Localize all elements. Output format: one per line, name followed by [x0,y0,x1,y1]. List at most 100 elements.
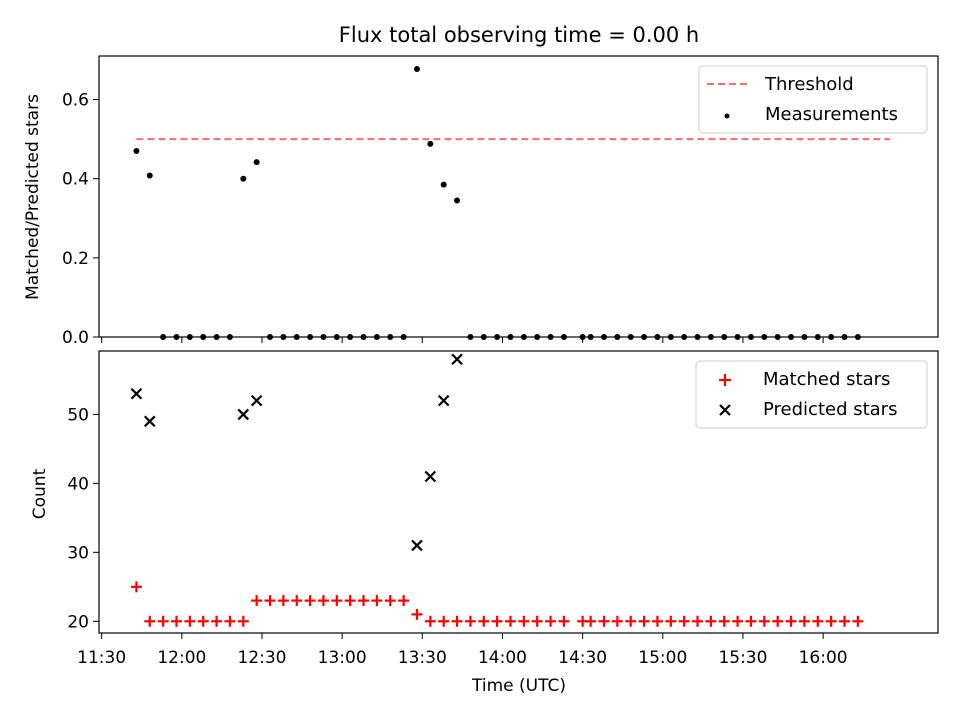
bottom-y-tick-label: 20 [67,612,89,632]
matched-point [745,615,757,627]
measurement-point [173,334,180,340]
matched-legend-label: Matched stars [763,369,890,390]
matched-point [692,615,704,627]
bottom-panel-frame [98,350,939,634]
top-panel-frame [98,55,939,338]
bottom-legend: Matched stars Predicted stars [695,360,928,429]
matched-point [611,615,623,627]
x-tick-label: 15:00 [638,648,687,668]
measurement-point [213,334,220,340]
measurement-point [587,334,594,340]
matched-point [504,615,516,627]
matched-point [798,615,810,627]
predicted-point-b [250,394,263,407]
predicted-point [451,353,463,366]
matched-point [144,615,156,627]
measurement-point [293,334,300,340]
measurement-point [413,66,420,73]
measurement-point [774,334,781,340]
matched-point [384,595,396,607]
chart-title: Flux total observing time = 0.00 h [339,23,699,47]
measurement-point [253,159,260,166]
matched-point [184,615,196,627]
top-y-axis-label: Matched/Predicted stars [23,94,43,300]
matched-point [665,615,677,627]
matched-point [317,595,329,607]
measurement-point [814,334,821,340]
measurements-legend-label: Measurements [765,104,898,125]
matched-point [411,608,423,620]
measurements-legend-swatch [724,113,730,119]
measurement-point [854,334,861,340]
measurement-point [480,334,487,340]
matched-point [264,595,276,607]
x-tick-label: 16:00 [799,648,848,668]
top-y-tick-label: 0.4 [62,170,89,190]
matched-point [197,615,209,627]
matched-point [732,615,744,627]
measurement-points [133,66,861,340]
x-axis-label: Time (UTC) [471,676,566,696]
measurement-point [387,334,394,340]
measurement-point [307,334,314,340]
measurement-point [761,334,768,340]
matched-point [718,615,730,627]
predicted-points [130,353,463,552]
matched-point [130,581,142,593]
predicted-point [143,415,156,428]
matched-point [438,615,450,627]
measurement-point [841,334,848,340]
measurement-point [267,334,274,340]
predicted-point [437,394,450,407]
predicted-point [424,470,437,483]
predicted-legend-swatch [719,404,731,416]
bottom-y-axis-label: Count [30,468,50,519]
x-tick-label: 15:30 [718,648,767,668]
x-tick-label: 14:00 [478,648,527,668]
measurement-point [454,197,461,204]
predicted-point-b [424,470,437,483]
matched-point [825,615,837,627]
measurement-point [347,334,354,340]
matched-point [478,615,490,627]
matched-point [638,615,650,627]
bottom-y-tick-label: 30 [67,543,89,563]
measurement-point [146,172,153,179]
measurement-point [200,334,207,340]
matched-point [625,615,637,627]
predicted-legend-label: Predicted stars [763,399,897,420]
matched-point [518,615,530,627]
predicted-point [250,394,263,407]
measurement-point [641,334,648,340]
matched-point [651,615,663,627]
predicted-point-b [143,415,156,428]
predicted-point [130,387,143,400]
measurement-point [801,334,808,340]
matched-point [277,595,289,607]
matched-point [812,615,824,627]
measurement-point [186,334,193,340]
matched-points [130,581,864,627]
x-tick-label: 12:00 [157,648,206,668]
measurement-point [360,334,367,340]
measurement-point [160,334,167,340]
measurement-point [467,334,474,340]
matched-point [371,595,383,607]
measurement-point [333,334,340,340]
measurement-point [828,334,835,340]
matched-point [758,615,770,627]
bottom-y-tick-label: 50 [67,405,89,425]
measurement-point [579,334,586,340]
predicted-point-b [437,394,450,407]
measurement-point [721,334,728,340]
matched-point [358,595,370,607]
measurement-point [667,334,674,340]
top-y-ticks: 0.0 0.2 0.4 0.6 [62,91,99,348]
measurement-point [280,334,287,340]
matched-point [398,595,410,607]
measurement-point [707,334,714,340]
top-legend: Threshold Measurements [698,65,928,134]
matched-point [545,615,557,627]
measurement-point [240,175,247,182]
matched-point [170,615,182,627]
